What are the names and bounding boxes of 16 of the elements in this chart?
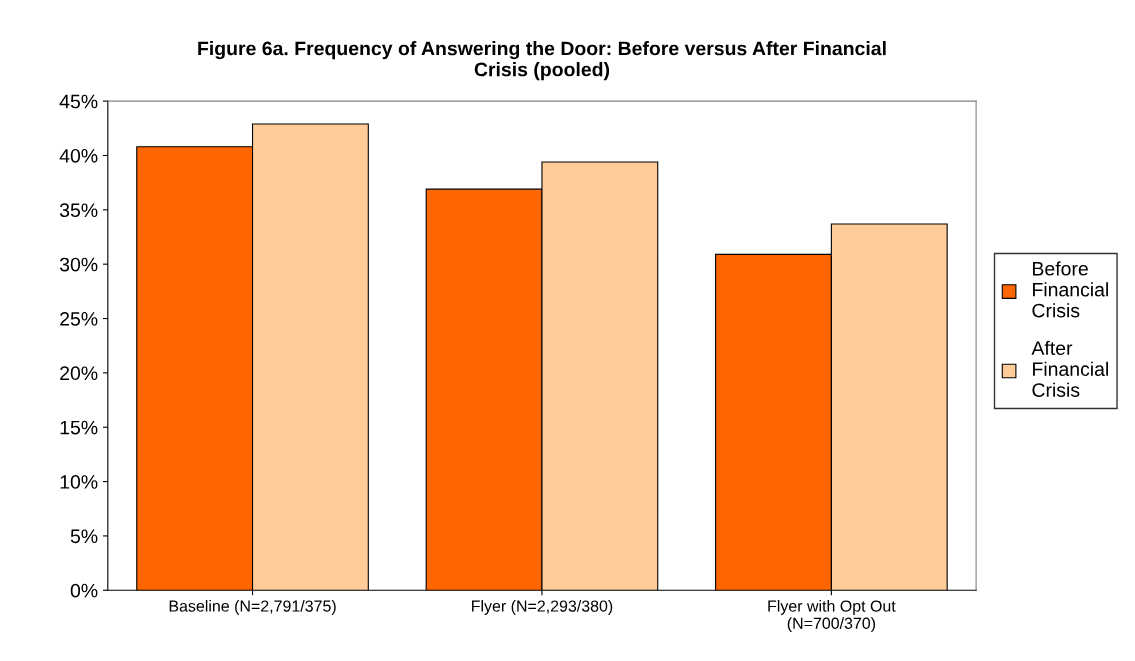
x-tick-label: Flyer with Opt Out (N=700/370) [768, 600, 896, 633]
legend-label: Before Financial Crisis [1032, 261, 1108, 318]
y-tick-label: 0% [70, 583, 98, 598]
y-tick-label: 40% [59, 148, 98, 163]
x-tick-label: Flyer (N=2,293/380) [472, 600, 613, 615]
y-tick-label: 15% [60, 420, 98, 435]
chart-title: Figure 6a. Frequency of Answering the Door: Before versus After Financial Crisis (pooled) [198, 41, 886, 81]
legend-label: After Financial Crisis [1031, 340, 1108, 397]
y-tick-label: 45% [59, 94, 98, 109]
y-tick-label: 20% [60, 366, 98, 381]
x-tick-label: Baseline (N=2,791/375) [169, 600, 336, 615]
y-tick-label: 5% [70, 529, 98, 544]
y-tick-label: 10% [60, 475, 98, 489]
y-tick-label: 30% [59, 257, 98, 272]
y-tick-label: 25% [60, 312, 98, 326]
y-tick-label: 35% [59, 203, 98, 218]
